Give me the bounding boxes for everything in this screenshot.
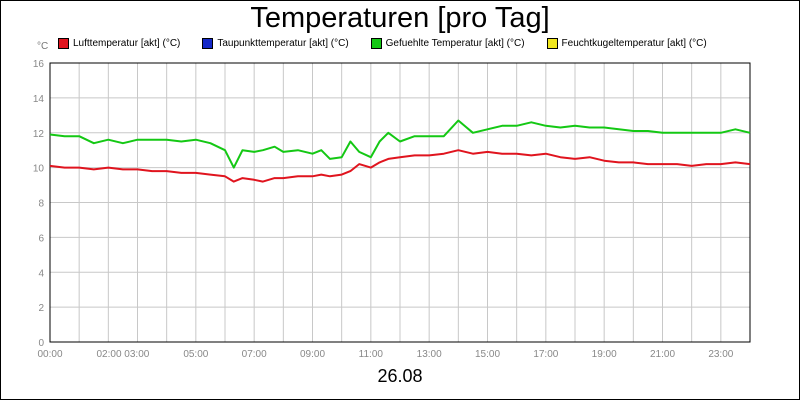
y-tick-label: 2 <box>38 303 44 314</box>
y-tick-label: 10 <box>33 164 45 175</box>
legend-label-taupunkttemperatur: Taupunkttemperatur [akt] (°C) <box>217 38 349 49</box>
y-tick-label: 6 <box>38 233 44 244</box>
y-tick-label: 16 <box>33 59 45 70</box>
y-tick-label: 4 <box>38 268 44 279</box>
legend-swatch-lufttemperatur <box>58 38 69 49</box>
legend: Lufttemperatur [akt] (°C) Taupunkttemper… <box>58 38 729 49</box>
plot-border <box>49 62 751 343</box>
series-line-1 <box>49 119 751 169</box>
x-tick-label: 00:00 <box>37 349 62 360</box>
x-tick-label: 11:00 <box>359 349 384 360</box>
y-tick-label: 8 <box>38 199 44 210</box>
x-tick-label: 09:00 <box>300 349 325 360</box>
legend-swatch-gefuehlte-temperatur <box>370 38 382 49</box>
legend-item-taupunkttemperatur: Taupunkttemperatur [akt] (°C) <box>202 38 349 49</box>
x-tick-label: 19:00 <box>592 349 617 360</box>
x-tick-label: 05:00 <box>183 349 208 360</box>
x-tick-label: 02:00 03:00 <box>97 349 150 360</box>
y-tick-label: 12 <box>33 129 45 140</box>
legend-label-lufttemperatur: Lufttemperatur [akt] (°C) <box>73 38 181 49</box>
legend-swatch-taupunkttemperatur <box>202 38 214 49</box>
x-tick-label: 07:00 <box>242 349 267 360</box>
y-tick-label: 14 <box>33 94 45 105</box>
legend-item-gefuehlte-temperatur: Gefuehlte Temperatur [akt] (°C) <box>370 38 525 49</box>
legend-item-lufttemperatur: Lufttemperatur [akt] (°C) <box>58 38 180 49</box>
x-tick-label: 13:00 <box>417 349 442 360</box>
legend-swatch-feuchtkugeltemperatur <box>546 38 558 49</box>
legend-label-gefuehlte-temperatur: Gefuehlte Temperatur [akt] (°C) <box>385 38 525 49</box>
legend-label-feuchtkugeltemperatur: Feuchtkugeltemperatur [akt] (°C) <box>561 38 707 49</box>
y-axis-unit-label: °C <box>37 41 49 52</box>
x-tick-label: 21:00 <box>650 349 675 360</box>
series-line-0 <box>49 149 751 183</box>
x-tick-label: 17:00 <box>533 349 558 360</box>
x-tick-label: 15:00 <box>475 349 500 360</box>
x-axis-date-caption: 26.08 <box>377 366 423 386</box>
x-tick-label: 23:00 <box>708 349 733 360</box>
y-tick-label: 0 <box>38 338 44 349</box>
chart-title: Temperaturen [pro Tag] <box>250 2 550 34</box>
legend-item-feuchtkugeltemperatur: Feuchtkugeltemperatur [akt] (°C) <box>546 38 707 49</box>
